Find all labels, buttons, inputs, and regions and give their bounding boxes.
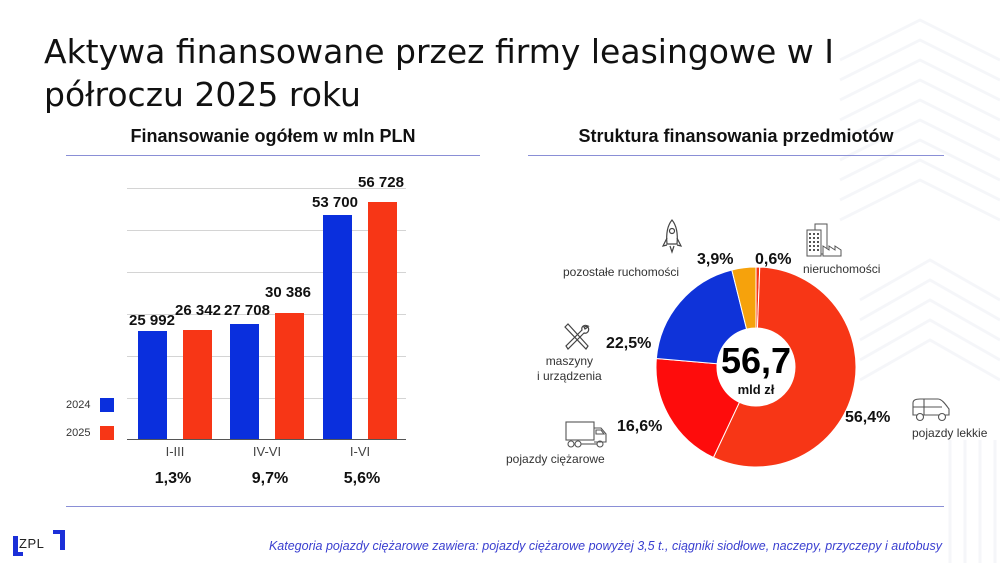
bar-chart: 25 992 26 342 27 708 30 386 53 700 56 72… (0, 0, 500, 500)
logo-bracket-right-top (53, 530, 65, 534)
bar-iv-vi-2025 (275, 313, 304, 439)
bar-i-iii-2025 (183, 330, 212, 439)
bar-i-iii-2024 (138, 331, 167, 439)
label-pozostale-ruchomosci: pozostałe ruchomości (563, 265, 680, 279)
page-title: Aktywa finansowane przez firmy leasingow… (44, 32, 834, 114)
pct-nieruchomosci: 0,6% (755, 251, 792, 268)
zpl-logo: ZPL (13, 530, 65, 556)
donut-segment-pojazdy-ciezarowe (656, 358, 741, 459)
gridline (127, 188, 406, 189)
legend-swatch-2025 (100, 426, 114, 440)
category-label: IV-VI (252, 444, 282, 459)
bar-iv-vi-2024 (230, 324, 259, 439)
pct-pojazdy-lekkie: 56,4% (845, 409, 891, 426)
donut-segment-pojazdy-lekkie (712, 267, 856, 467)
bar-chart-title-rule (66, 155, 480, 156)
label-nieruchomosci: nieruchomości (803, 262, 881, 276)
pct-maszyny: 22,5% (606, 335, 652, 352)
legend-label: 2025 (66, 427, 91, 439)
pct-pozostale-ruchomosci: 3,9% (697, 251, 734, 268)
buildings-icon (806, 223, 842, 257)
logo-text: ZPL (19, 536, 45, 551)
footnote: Kategoria pojazdy ciężarowe zawiera: poj… (268, 539, 942, 553)
truck-icon (565, 421, 607, 448)
growth-label: 1,3% (154, 470, 192, 487)
logo-bracket-right (60, 530, 65, 550)
donut-total-value: 56,7 (720, 340, 792, 381)
gridline (127, 398, 406, 399)
value-label-i-iii-2025: 26 342 (175, 302, 221, 319)
legend-swatch-2024 (100, 398, 114, 412)
growth-label: 9,7% (251, 470, 289, 487)
donut-total-unit: mld zł (737, 382, 775, 397)
gridline (127, 356, 406, 357)
donut-segment-maszyny (656, 269, 748, 365)
gridline (127, 272, 406, 273)
legend-item-2025: 2025 (66, 426, 114, 440)
donut-center-total: 56,7 mld zł (706, 340, 806, 398)
value-label-iv-vi-2025: 30 386 (265, 284, 311, 301)
bar-i-vi-2024 (323, 215, 352, 439)
rocket-icon (661, 219, 683, 254)
donut-chart (656, 267, 856, 467)
pct-pojazdy-ciezarowe: 16,6% (617, 418, 663, 435)
gridline (127, 314, 406, 315)
legend-label: 2024 (66, 399, 91, 411)
donut-chart-title: Struktura finansowania przedmiotów (578, 126, 894, 146)
footer-rule (66, 506, 944, 507)
label-pojazdy-lekkie: pojazdy lekkie (912, 426, 988, 440)
donut-chart-title-rule (528, 155, 944, 156)
bar-i-vi-2025 (368, 202, 397, 439)
category-label: I-VI (349, 444, 371, 459)
car-icon (912, 398, 950, 422)
label-maszyny-line2: i urządzenia (537, 369, 602, 383)
growth-label: 5,6% (343, 470, 381, 487)
value-label-i-iii-2024: 25 992 (129, 312, 175, 329)
tools-icon (564, 323, 590, 350)
legend-item-2024: 2024 (66, 398, 114, 412)
logo-bracket-left (13, 536, 18, 556)
x-axis-baseline (127, 439, 406, 440)
value-label-iv-vi-2024: 27 708 (224, 302, 270, 319)
label-maszyny-line1: maszyny (545, 354, 594, 368)
label-pojazdy-ciezarowe: pojazdy ciężarowe (506, 452, 605, 466)
donut-segment-pozostale-ruchomosci (731, 267, 757, 330)
value-label-i-vi-2025: 56 728 (358, 174, 404, 191)
category-label: I-III (165, 444, 185, 459)
logo-bracket-left-bottom (13, 552, 23, 556)
value-label-i-vi-2024: 53 700 (312, 194, 358, 211)
label-maszyny-i-urzadzenia: maszyny i urządzenia (537, 354, 602, 384)
bar-chart-title: Finansowanie ogółem w mln PLN (130, 126, 416, 146)
gridline (127, 230, 406, 231)
